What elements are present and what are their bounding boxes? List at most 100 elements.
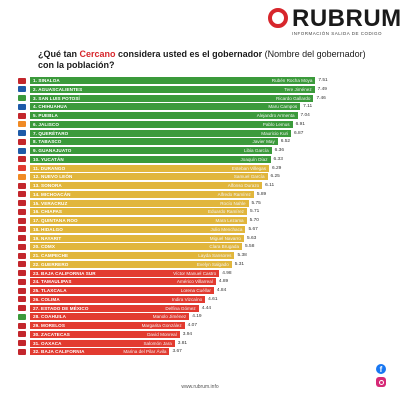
governor-label: Alejandro Armenta <box>256 113 295 118</box>
title-part2: considera usted es el gobernador <box>115 49 265 59</box>
party-flag-icon <box>18 191 26 198</box>
chart-title: ¿Qué tan Cercano considera usted es el g… <box>38 49 378 71</box>
logo-ring-icon <box>268 8 288 28</box>
state-label: 23. BAJA CALIFORNIA SUR <box>33 270 96 276</box>
value-label: 6.25 <box>270 174 280 180</box>
party-flag-icon <box>18 86 26 93</box>
value-label: 7.04 <box>300 113 310 118</box>
governor-label: Delfina Gómez <box>165 305 196 311</box>
bar-31 <box>30 339 175 347</box>
value-label: 7.51 <box>318 78 328 83</box>
governor-label: Esteban Villegas <box>231 165 267 171</box>
value-label: 5.58 <box>245 244 255 250</box>
instagram-icon[interactable] <box>376 377 386 387</box>
value-label: 6.11 <box>265 183 275 188</box>
state-label: 30. ZACATECAS <box>33 331 70 337</box>
title-part1: ¿Qué tan <box>38 49 80 59</box>
value-label: 5.75 <box>251 200 261 206</box>
bar-10 <box>30 155 271 163</box>
bar-20 <box>30 243 243 251</box>
governor-label: Miguel Navarro <box>209 235 241 241</box>
party-flag-icon <box>18 348 26 355</box>
bar-3 <box>30 94 314 102</box>
state-label: 11. DURANGO <box>33 165 66 171</box>
bar-2 <box>30 85 315 93</box>
party-flag-icon <box>18 77 26 84</box>
value-label: 4.98 <box>222 270 232 276</box>
bar-4 <box>30 103 301 111</box>
footer-url: www.rubrum.info <box>181 384 219 390</box>
bar-13 <box>30 182 263 189</box>
bar-27 <box>30 304 199 312</box>
value-label: 3.94 <box>182 331 193 337</box>
party-flag-icon <box>18 208 26 215</box>
party-flag-icon <box>18 243 26 250</box>
party-flag-icon <box>18 313 26 320</box>
party-flag-icon <box>18 331 26 338</box>
value-label: 7.46 <box>316 95 326 101</box>
value-label: 4.44 <box>201 305 212 311</box>
facebook-icon[interactable]: f <box>376 364 386 374</box>
title-highlight: Cercano <box>79 49 116 59</box>
title-part3: (Nombre del gobernador) <box>264 49 366 59</box>
value-label: 3.81 <box>177 340 188 346</box>
state-label: 22. GUERRERO <box>33 261 69 267</box>
bar-19 <box>30 234 244 242</box>
party-flag-icon <box>18 296 26 303</box>
governor-label: Lorena Cuéllar <box>180 288 211 293</box>
state-label: 20. CDMX <box>33 244 55 250</box>
party-flag-icon <box>18 165 26 171</box>
bar-32 <box>30 348 170 356</box>
bar-17 <box>30 217 247 224</box>
state-label: 27. ESTADO DE MÉXICO <box>33 305 89 311</box>
state-label: 18. HIDALGO <box>33 226 63 232</box>
party-flag-icon <box>18 130 26 136</box>
state-label: 17. QUINTANA ROO <box>33 218 78 223</box>
state-label: 7. QUERÉTARO <box>33 130 69 136</box>
party-flag-icon <box>18 252 26 259</box>
value-label: 6.36 <box>274 148 285 153</box>
governor-label: Tere Jiménez <box>284 86 312 92</box>
bar-28 <box>30 313 190 321</box>
value-label: 5.89 <box>256 191 267 197</box>
bar-5 <box>30 112 298 119</box>
governor-label: Alfonso Durazo <box>227 183 260 188</box>
governor-label: Libia García <box>243 148 269 153</box>
value-label: 4.84 <box>216 288 227 293</box>
party-flag-icon <box>18 95 26 101</box>
bar-12 <box>30 173 268 181</box>
party-flag-icon <box>18 182 26 189</box>
bar-7 <box>30 129 292 137</box>
bar-25 <box>30 287 214 294</box>
bar-16 <box>30 208 247 216</box>
value-label: 6.91 <box>295 121 305 127</box>
state-label: 4. CHIHUAHUA <box>33 104 68 110</box>
value-label: 6.29 <box>272 165 282 171</box>
governor-label: Javier May <box>252 139 275 145</box>
value-label: 4.61 <box>208 296 218 302</box>
state-label: 2. AGUASCALIENTES <box>33 86 83 92</box>
governor-label: Manolo Jiménez <box>152 314 187 320</box>
state-label: 28. COAHUILA <box>33 314 67 320</box>
party-flag-icon <box>18 156 26 163</box>
governor-label: Ricardo Gallardo <box>276 95 311 101</box>
value-label: 7.11 <box>303 104 313 110</box>
state-label: 21. CAMPECHE <box>33 253 69 258</box>
governor-label: Eduardo Ramírez <box>207 209 244 215</box>
bar-26 <box>30 295 206 303</box>
party-flag-icon <box>18 112 26 119</box>
party-flag-icon <box>18 235 26 241</box>
bar-6 <box>30 120 293 128</box>
governor-label: Américo Villarreal <box>176 279 213 285</box>
governor-label: Indira Vizcaíno <box>171 296 203 302</box>
governor-label: Clara Brugada <box>209 244 240 250</box>
party-flag-icon <box>18 226 26 233</box>
value-label: 4.89 <box>218 279 229 285</box>
party-flag-icon <box>18 261 26 268</box>
state-label: 31. OAXACA <box>33 340 62 346</box>
governor-label: Samuel García <box>233 174 265 180</box>
governor-label: David Monreal <box>147 331 177 337</box>
governor-label: Mauricio Kuri <box>261 130 289 136</box>
value-label: 4.07 <box>187 323 197 328</box>
